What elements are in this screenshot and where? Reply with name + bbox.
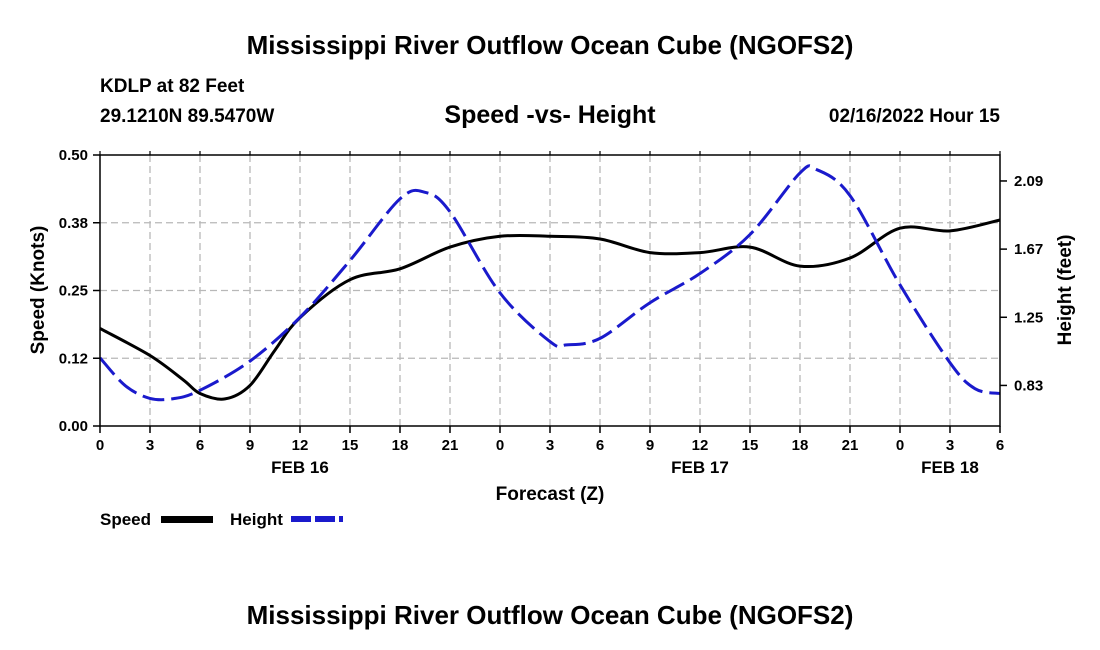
x-tick-label: 15 [342, 437, 359, 454]
page-title: Mississippi River Outflow Ocean Cube (NG… [246, 30, 854, 60]
legend-speed-label: Speed [100, 510, 152, 529]
y2-tick-label: 2.09 [1014, 173, 1043, 190]
speed-series-line [99, 218, 1001, 401]
x-tick-label: 3 [146, 437, 154, 454]
x-tick-label: 12 [292, 437, 309, 454]
axes: 0 3 6 9 12 15 18 21 0 3 6 9 12 15 18 21 0 3 6 FEB 16 FEB 17 F… [59, 147, 1043, 477]
x-tick-label: 6 [196, 437, 204, 454]
date-label: FEB 16 [271, 458, 329, 477]
y2-tick-label: 0.83 [1014, 377, 1043, 394]
y-tick-label: 0.12 [59, 350, 88, 367]
legend-height-swatch [291, 516, 343, 522]
x-tick-label: 15 [742, 437, 759, 454]
forecast-datetime: 02/16/2022 Hour 15 [828, 106, 1000, 127]
grid [100, 155, 1000, 426]
height-series-line [98, 164, 1001, 402]
y2-tick-label: 1.25 [1014, 309, 1043, 326]
y-tick-label: 0.25 [59, 283, 88, 300]
page-title-repeat: Mississippi River Outflow Ocean Cube (NG… [246, 600, 854, 630]
date-label: FEB 18 [921, 458, 979, 477]
legend-height-label: Height [230, 510, 283, 529]
x-tick-label: 6 [996, 437, 1004, 454]
x-tick-label: 9 [246, 437, 254, 454]
chart-subtitle: Speed -vs- Height [444, 101, 656, 129]
date-label: FEB 17 [671, 458, 729, 477]
x-tick-label: 21 [842, 437, 859, 454]
x-tick-label: 3 [946, 437, 954, 454]
station-coordinates: 29.1210N 89.5470W [100, 106, 275, 127]
x-tick-label: 3 [546, 437, 554, 454]
x-tick-label: 0 [96, 437, 104, 454]
y-tick-label: 0.00 [59, 418, 88, 435]
y-axis-label: Speed (Knots) [28, 226, 49, 355]
x-tick-label: 12 [692, 437, 709, 454]
x-tick-label: 6 [596, 437, 604, 454]
y2-tick-label: 1.67 [1014, 241, 1043, 258]
legend-speed-swatch [161, 516, 213, 523]
x-tick-label: 21 [442, 437, 459, 454]
x-tick-label: 18 [392, 437, 409, 454]
x-axis-label: Forecast (Z) [496, 484, 605, 505]
x-tick-label: 9 [646, 437, 654, 454]
y-tick-label: 0.38 [59, 215, 88, 232]
series-layer [98, 164, 1001, 402]
x-tick-label: 0 [896, 437, 904, 454]
y2-axis-label: Height (feet) [1055, 235, 1076, 346]
x-tick-label: 18 [792, 437, 809, 454]
x-tick-label: 0 [496, 437, 504, 454]
station-label: KDLP at 82 Feet [100, 76, 245, 97]
y-tick-label: 0.50 [59, 147, 88, 164]
